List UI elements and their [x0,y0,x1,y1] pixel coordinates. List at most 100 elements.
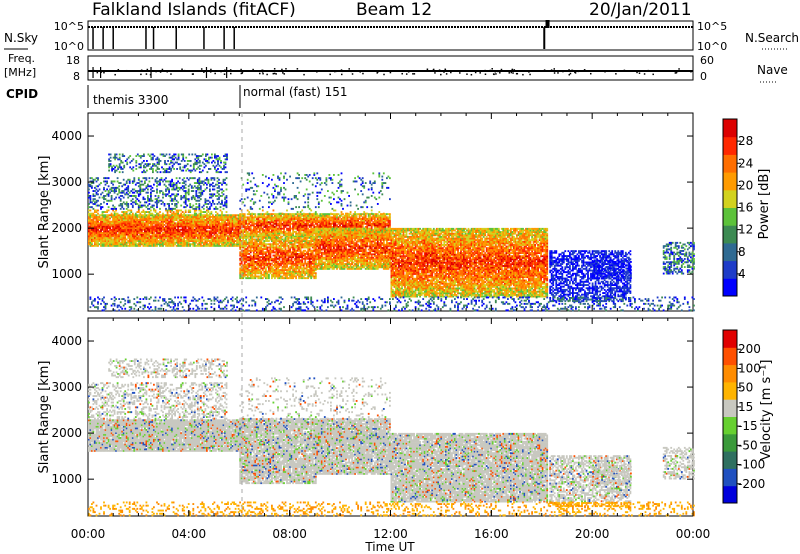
echo-pixel [226,158,228,160]
echo-pixel [214,189,216,191]
nave-point [535,70,537,72]
echo-pixel [108,206,110,208]
echo-pixel [127,185,129,187]
echo-pixel [105,181,107,183]
echo-pixel [117,234,119,236]
echo-pixel [203,235,205,237]
echo-pixel [94,198,96,200]
nave-point [220,71,222,73]
echo-pixel [180,205,182,207]
freq-panel [88,56,693,80]
echo-pixel [203,205,205,207]
nave-point [490,70,492,72]
echo-pixel [154,155,156,157]
echo-pixel [159,211,161,213]
echo-pixel [165,214,167,216]
echo-pixel [171,179,173,181]
echo-pixel [300,213,302,215]
echo-pixel [141,189,143,191]
echo-pixel [138,208,140,210]
echo-pixel [129,181,131,183]
echo-pixel [203,214,205,216]
echo-pixel [108,210,110,212]
nave-point [574,72,576,74]
echo-pixel [126,158,128,160]
nave-point [557,71,559,73]
nave-point [252,69,254,71]
echo-pixel [153,190,155,192]
echo-pixel [189,203,191,205]
echo-pixel [141,235,143,237]
echo-pixel [135,160,137,162]
echo-pixel [153,208,155,210]
nave-point [275,73,277,75]
nave-point [460,70,462,72]
echo-pixel [190,165,192,167]
nave-point [241,73,243,75]
echo-pixel [105,184,107,186]
nave-point [348,68,350,70]
nave-point [103,72,105,74]
echo-pixel [144,181,146,183]
echo-pixel [199,168,201,170]
echo-pixel [120,198,122,200]
echo-pixel [123,208,125,210]
nave-point [214,73,216,75]
echo-pixel [141,162,143,164]
echo-pixel [209,208,211,210]
echo-pixel [108,170,110,172]
nave-point [414,73,416,75]
nave-point [511,70,513,72]
nsearch-label: N.Search [745,31,799,45]
echo-pixel [177,201,179,203]
echo-pixel [119,154,121,156]
echo-pixel [206,206,208,208]
echo-pixel [189,243,191,245]
echo-pixel [227,222,229,224]
echo-pixel [203,184,205,186]
echo-pixel [194,177,196,179]
echo-pixel [97,200,99,202]
nave-point [140,74,142,76]
echo-pixel [188,198,190,200]
echo-pixel [202,162,204,164]
echo-pixel [389,213,391,215]
nave-point [604,71,606,73]
echo-pixel [185,210,187,212]
nave-point [445,70,447,72]
echo-pixel [212,182,214,184]
echo-pixel [157,157,159,159]
echo-pixel [94,210,96,212]
echo-pixel [371,223,373,225]
echo-pixel [94,222,96,224]
echo-pixel [120,208,122,210]
nave-point [511,72,513,74]
nave-point [266,74,268,76]
echo-pixel [203,239,205,241]
echo-pixel [141,181,143,183]
echo-pixel [165,222,167,224]
echo-pixel [150,193,152,195]
echo-pixel [324,213,326,215]
nave-point [562,71,564,73]
echo-pixel [141,205,143,207]
echo-pixel [167,160,169,162]
echo-pixel [123,179,125,181]
echo-pixel [160,160,162,162]
nave-point [571,70,573,72]
echo-pixel [105,177,107,179]
echo-pixel [116,154,118,156]
echo-pixel [203,181,205,183]
nave-point [141,69,143,71]
echo-pixel [108,193,110,195]
echo-pixel [251,229,253,231]
echo-pixel [97,193,99,195]
echo-pixel [226,189,228,191]
echo-pixel [90,210,92,212]
echo-pixel [251,237,253,239]
echo-pixel [123,155,125,157]
echo-pixel [100,182,102,184]
echo-pixel [132,170,134,172]
echo-pixel [141,155,143,157]
nave-point [224,69,226,71]
